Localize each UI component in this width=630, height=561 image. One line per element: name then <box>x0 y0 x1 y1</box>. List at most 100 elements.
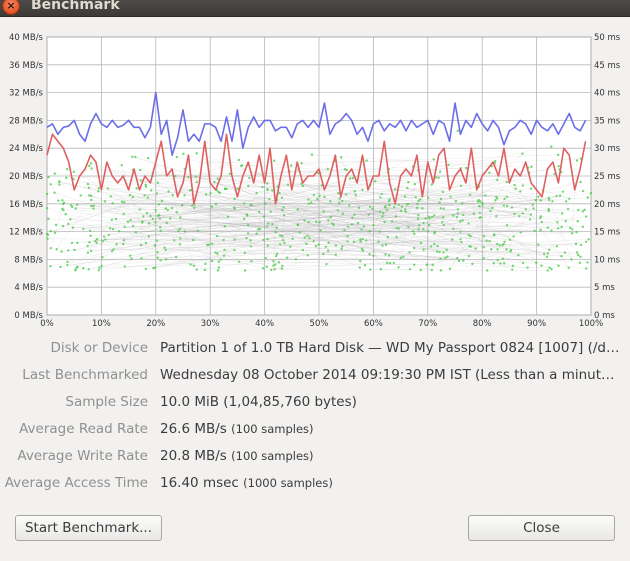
access-point <box>122 242 125 246</box>
access-point <box>432 158 435 161</box>
access-link <box>192 205 249 234</box>
access-point <box>111 202 114 205</box>
access-point <box>531 203 535 206</box>
x-tick-label: 20% <box>146 319 165 329</box>
access-link <box>217 228 454 237</box>
access-link <box>496 198 505 217</box>
access-point <box>282 214 286 217</box>
access-point <box>491 206 494 210</box>
access-link <box>60 199 479 268</box>
access-point <box>413 232 416 236</box>
access-point <box>143 194 146 197</box>
access-point <box>94 239 97 243</box>
access-link <box>65 213 194 241</box>
access-point <box>343 168 347 171</box>
access-link <box>47 238 505 242</box>
access-point <box>180 204 184 207</box>
access-point <box>289 245 292 248</box>
access-point <box>547 207 550 211</box>
access-link <box>67 169 567 202</box>
access-link <box>462 204 483 221</box>
access-point <box>327 241 330 244</box>
access-link <box>271 195 561 271</box>
access-link <box>218 192 270 200</box>
access-point <box>403 195 407 198</box>
access-point <box>280 196 284 200</box>
right-tick-label: 45 ms <box>594 61 621 71</box>
access-link <box>483 200 496 237</box>
access-point <box>324 245 328 248</box>
access-link <box>59 181 166 209</box>
access-link <box>142 208 423 222</box>
access-point <box>261 185 264 189</box>
access-point <box>272 159 276 162</box>
access-link <box>123 243 582 246</box>
access-point <box>275 226 278 229</box>
access-point <box>262 215 266 218</box>
access-point <box>303 236 306 239</box>
left-tick-label: 40 MB/s <box>9 33 44 43</box>
access-link <box>301 163 571 228</box>
start-benchmark-button[interactable]: Start Benchmark... <box>15 515 162 541</box>
access-point <box>219 258 222 261</box>
access-link <box>227 216 541 219</box>
access-point <box>567 266 570 269</box>
access-link <box>428 216 488 271</box>
access-link <box>335 160 510 240</box>
access-point <box>249 239 252 242</box>
access-link <box>207 160 496 163</box>
access-point <box>178 227 182 231</box>
access-time-value: 16.40 msec <box>160 475 239 491</box>
access-point <box>579 243 583 247</box>
access-point <box>139 243 143 247</box>
access-point <box>53 231 57 234</box>
access-point <box>86 251 90 254</box>
access-point <box>439 170 442 173</box>
close-button[interactable]: Close <box>468 515 615 541</box>
access-point <box>101 239 105 243</box>
read-rate-value: 26.6 MB/s <box>160 421 227 437</box>
access-point <box>390 220 394 223</box>
access-point <box>123 200 126 204</box>
access-point <box>433 214 436 217</box>
access-point <box>250 203 253 207</box>
access-link <box>342 218 426 247</box>
access-point <box>131 195 135 199</box>
access-point <box>513 183 516 187</box>
access-point <box>240 164 243 168</box>
access-point <box>367 213 371 216</box>
access-point <box>505 248 508 251</box>
access-point <box>196 229 200 232</box>
access-link <box>71 211 381 244</box>
access-link <box>242 165 347 171</box>
access-link <box>326 206 403 265</box>
access-point <box>128 193 132 197</box>
access-point <box>112 248 115 251</box>
access-point <box>556 221 559 224</box>
access-point <box>447 163 450 167</box>
access-link <box>121 193 157 202</box>
access-link <box>347 215 520 237</box>
access-link <box>344 203 418 231</box>
access-point <box>228 172 232 176</box>
access-point <box>414 196 417 199</box>
access-point <box>102 235 106 238</box>
access-point <box>556 227 560 230</box>
access-point <box>100 264 103 268</box>
access-point <box>456 212 459 215</box>
access-point <box>422 221 425 225</box>
access-point <box>144 183 147 186</box>
access-link <box>273 160 359 224</box>
access-link <box>318 198 340 245</box>
access-point <box>286 183 290 187</box>
access-point <box>441 190 445 194</box>
access-point <box>179 216 182 219</box>
access-point <box>360 228 363 231</box>
access-point <box>397 266 400 269</box>
access-link <box>373 189 396 226</box>
access-point <box>108 227 112 230</box>
access-link <box>46 159 239 235</box>
last-benchmarked-row: Last Benchmarked Wednesday 08 October 20… <box>0 367 630 391</box>
write-rate-line <box>46 133 587 205</box>
window-close-icon[interactable]: × <box>2 0 20 15</box>
